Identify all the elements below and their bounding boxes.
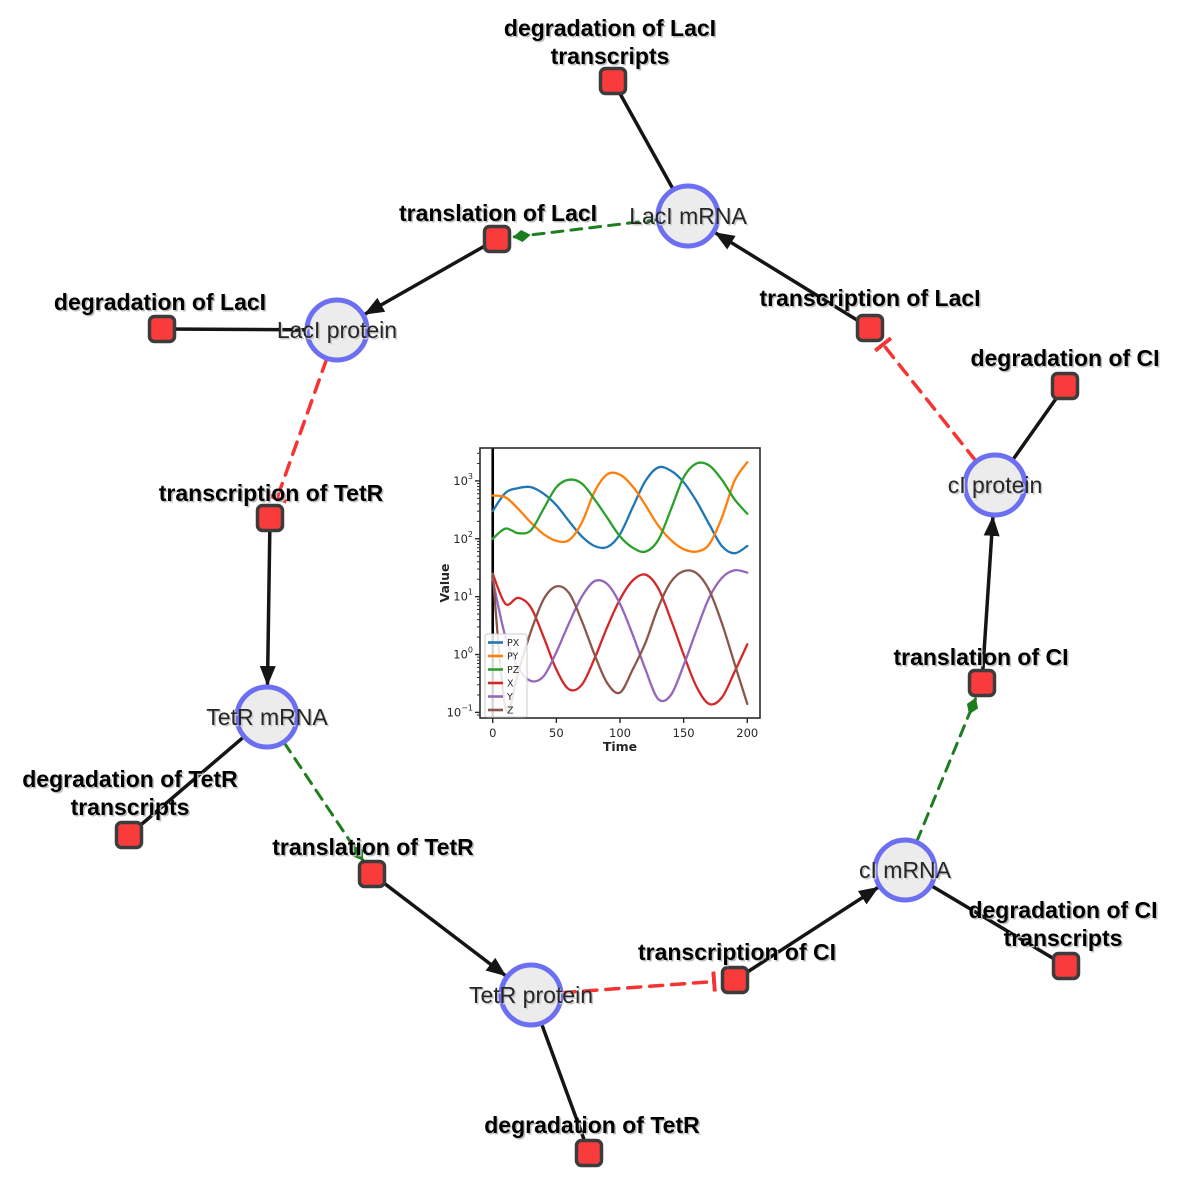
y-tick-label: 101	[453, 588, 473, 604]
edge-translation-laci-to-laci-protein	[363, 237, 499, 316]
y-tick-label: 102	[453, 530, 473, 546]
reaction-node-transcription-ci	[720, 965, 750, 995]
edge-tetr-protein-to-transcription-ci	[560, 971, 717, 995]
label-deg-ci-transcripts: degradation of CI	[968, 897, 1157, 923]
label-deg-laci-transcripts: transcripts	[551, 43, 670, 69]
reaction-node-deg-laci-transcripts	[598, 66, 628, 96]
y-axis-label: Value	[440, 563, 452, 602]
edge-layer	[127, 79, 1068, 1155]
label-ci-protein: cI protein	[948, 472, 1043, 498]
label-tetr-protein: TetR protein	[469, 982, 593, 1008]
chart-series-Y	[491, 568, 749, 703]
edge-tetr-mrna-to-translation-tetr	[282, 741, 365, 862]
label-tetr-mrna: TetR mRNA	[206, 704, 328, 730]
species-node-laci-protein	[304, 297, 370, 363]
reaction-node-deg-ci-transcripts	[1051, 951, 1081, 981]
label-laci-protein: LacI protein	[277, 317, 397, 343]
legend-label-Y: Y	[506, 692, 513, 703]
species-node-laci-mrna	[655, 183, 721, 249]
reaction-node-transcription-tetr	[255, 503, 285, 533]
label-translation-laci: translation of LacI	[399, 200, 597, 226]
legend-label-Z: Z	[507, 706, 514, 717]
legend-label-PX: PX	[507, 638, 520, 649]
label-transcription-ci: transcription of CI	[638, 939, 836, 965]
label-ci-mrna: cI mRNA	[859, 857, 952, 883]
reaction-node-translation-tetr	[357, 859, 387, 889]
label-transcription-tetr: transcription of TetR	[159, 480, 384, 506]
x-tick-label: 100	[609, 726, 631, 740]
reaction-node-translation-ci	[967, 668, 997, 698]
label-deg-ci: degradation of CI	[970, 345, 1159, 371]
reaction-node-transcription-laci	[855, 313, 885, 343]
edge-transcription-tetr-to-tetr-mrna	[259, 516, 276, 687]
label-transcription-laci: transcription of LacI	[759, 285, 980, 311]
label-deg-tetr: degradation of TetR	[484, 1112, 700, 1138]
label-layer: degradation of LacItranscriptstranslatio…	[22, 15, 1159, 1138]
reaction-node-deg-tetr-transcripts	[114, 820, 144, 850]
label-deg-ci-transcripts: transcripts	[1004, 925, 1123, 951]
reaction-node-translation-laci	[482, 224, 512, 254]
inset-chart: 0 50 100 150 200Time10−1100101102103ValuePXP…	[440, 433, 775, 768]
x-tick-label: 150	[673, 726, 695, 740]
edge-translation-tetr-to-tetr-protein	[370, 872, 508, 978]
legend-label-PZ: PZ	[507, 665, 520, 676]
legend-label-PY: PY	[507, 652, 519, 663]
chart-series-PZ	[491, 461, 749, 554]
x-tick-label: 50	[549, 726, 564, 740]
edge-ci-mrna-to-translation-ci	[915, 697, 979, 843]
label-translation-ci: translation of CI	[893, 644, 1068, 670]
species-node-ci-protein	[962, 452, 1028, 518]
species-node-tetr-mrna	[234, 684, 300, 750]
species-node-ci-mrna	[872, 837, 938, 903]
reaction-node-deg-tetr	[574, 1138, 604, 1168]
legend-label-X: X	[507, 679, 514, 690]
edge-laci-protein-to-transcription-tetr	[266, 357, 329, 504]
x-tick-label: 200	[736, 726, 758, 740]
x-tick-label: 0	[489, 726, 496, 740]
legend-box	[484, 633, 528, 718]
chart-series-Z	[491, 569, 749, 713]
edge-translation-ci-to-ci-protein	[980, 515, 1000, 685]
chart-series-layer	[491, 461, 749, 713]
x-axis-label: Time	[603, 739, 637, 754]
label-deg-tetr-transcripts: degradation of TetR	[22, 766, 238, 792]
y-tick-label: 100	[453, 646, 473, 662]
reaction-node-deg-ci	[1050, 371, 1080, 401]
chart-x-axis: 0 50 100 150 200 Time	[489, 718, 758, 754]
label-translation-tetr: translation of TetR	[272, 834, 474, 860]
y-tick-label: 10−1	[447, 703, 473, 719]
label-deg-tetr-transcripts: transcripts	[71, 794, 190, 820]
edge-transcription-ci-to-ci-mrna	[733, 885, 880, 982]
y-tick-label: 103	[453, 472, 473, 488]
chart-y-axis: 10−1 100 101 102 103 Value	[440, 452, 480, 719]
reaction-node-deg-laci	[147, 314, 177, 344]
edge-ci-protein-to-transcription-laci	[874, 336, 978, 463]
label-laci-mrna: LacI mRNA	[629, 203, 747, 229]
chart-legend: PX PY PZ XYZ	[484, 633, 528, 718]
chart-series-PX	[491, 465, 749, 555]
label-deg-laci: degradation of LacI	[54, 289, 266, 315]
label-deg-laci-transcripts: degradation of LacI	[504, 15, 716, 41]
edge-transcription-laci-to-laci-mrna	[713, 231, 872, 330]
species-node-tetr-protein	[498, 962, 564, 1028]
edge-laci-mrna-to-translation-laci	[512, 218, 659, 242]
chart-series-X	[491, 572, 749, 706]
node-layer	[114, 66, 1081, 1168]
